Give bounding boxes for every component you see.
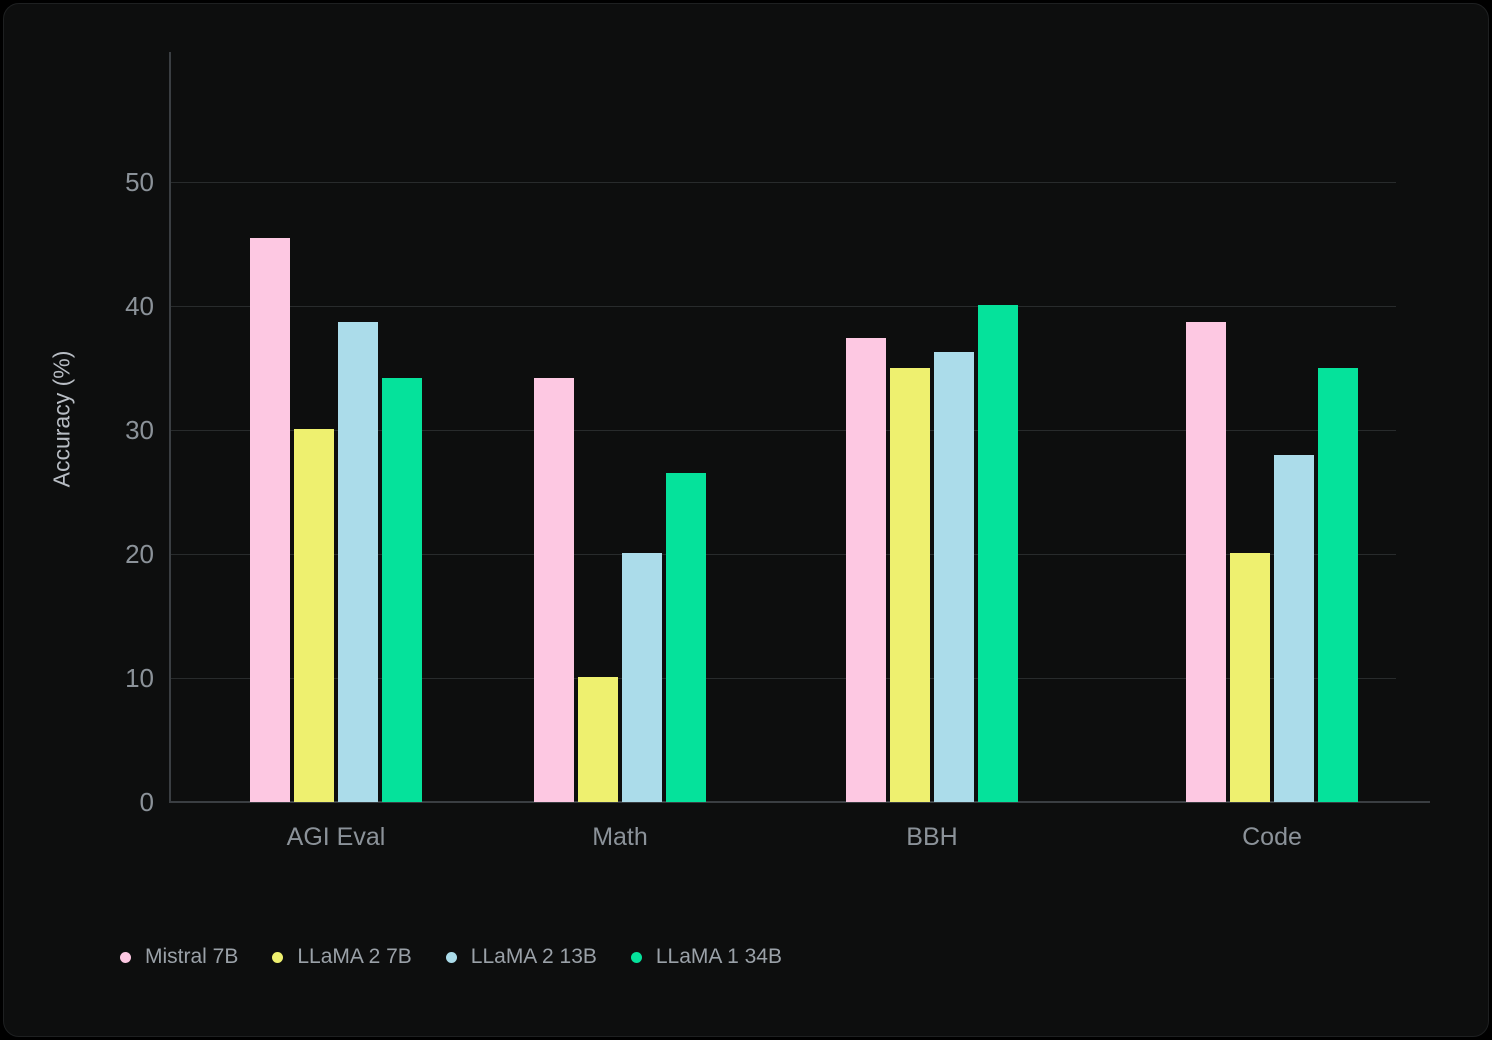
legend-label: Mistral 7B [145, 945, 239, 968]
x-category-label-math: Math [592, 823, 648, 851]
bar-llama-1-34b-math [666, 473, 706, 802]
y-tick-label-50: 50 [125, 167, 154, 197]
gridline-y-30 [170, 429, 1396, 431]
bar-mistral-7b-agi-eval [250, 237, 290, 802]
bar-llama-1-34b-agi-eval [382, 377, 422, 802]
y-axis-line [169, 52, 171, 802]
gridline-y-20 [170, 553, 1396, 555]
x-category-label-code: Code [1242, 823, 1302, 851]
x-axis-line [169, 801, 1430, 803]
bar-llama-2-13b-bbh [934, 351, 974, 802]
bar-mistral-7b-code [1186, 322, 1226, 802]
bar-mistral-7b-bbh [846, 338, 886, 802]
bar-llama-1-34b-code [1318, 368, 1358, 802]
gridline-y-10 [170, 677, 1396, 679]
bar-mistral-7b-math [534, 377, 574, 802]
bar-llama-1-34b-bbh [978, 304, 1018, 802]
bar-llama-2-7b-math [578, 676, 618, 802]
bar-llama-2-13b-code [1274, 454, 1314, 802]
legend-dot-icon [630, 951, 642, 963]
y-tick-label-30: 30 [125, 415, 154, 445]
y-tick-label-20: 20 [125, 539, 154, 569]
legend-item-llama-2-13b[interactable]: LLaMA 2 13B [445, 944, 597, 970]
legend-item-mistral-7b[interactable]: Mistral 7B [120, 944, 238, 970]
legend: Mistral 7B LLaMA 2 7B LLaMA 2 13B LLaMA 1 3… [120, 944, 782, 970]
bar-chart: 0 10 20 30 40 50 AGI Eval Math BBH Code Accuracy… [4, 4, 1488, 1036]
legend-label: LLaMA 2 13B [470, 945, 597, 968]
bar-llama-2-7b-code [1230, 552, 1270, 802]
y-tick-label-40: 40 [125, 291, 154, 321]
legend-dot-icon [272, 951, 284, 963]
x-category-label-bbh: BBH [906, 823, 958, 851]
x-category-label-agi-eval: AGI Eval [286, 823, 386, 851]
legend-item-llama-1-34b[interactable]: LLaMA 1 34B [630, 944, 782, 970]
chart-panel: 0 10 20 30 40 50 AGI Eval Math BBH Code Accuracy… [3, 3, 1489, 1037]
gridline-y-50 [170, 181, 1396, 183]
legend-label: LLaMA 1 34B [655, 945, 782, 968]
legend-item-llama-2-7b[interactable]: LLaMA 2 7B [272, 944, 412, 970]
gridline-y-40 [170, 305, 1396, 307]
bar-llama-2-13b-agi-eval [338, 322, 378, 802]
bar-llama-2-7b-agi-eval [294, 428, 334, 802]
bar-llama-2-13b-math [622, 552, 662, 802]
bar-llama-2-7b-bbh [890, 368, 930, 802]
legend-dot-icon [120, 951, 131, 963]
y-tick-label-0: 0 [139, 787, 154, 817]
legend-dot-icon [445, 951, 457, 963]
y-tick-label-10: 10 [125, 663, 154, 693]
y-axis-title: Accuracy (%) [48, 350, 75, 488]
legend-label: LLaMA 2 7B [297, 945, 412, 968]
